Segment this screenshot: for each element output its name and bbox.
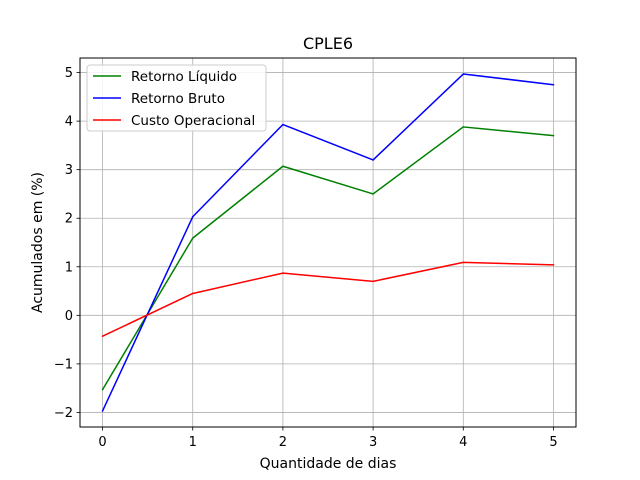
y-tick-label: −2 (54, 406, 73, 421)
axis-ticks: 0 1 2 3 4 5 −2 −1 0 1 2 3 4 5 (54, 66, 558, 450)
x-tick-label: 0 (98, 435, 106, 450)
data-point (191, 292, 194, 295)
y-axis-label: Acumulados em (%) (30, 172, 46, 313)
legend: Retorno Líquido Retorno Bruto Custo Operac… (86, 64, 267, 132)
plot-frame (79, 57, 577, 428)
y-tick-label: 3 (65, 163, 73, 178)
data-point (552, 83, 555, 86)
series-line-1 (101, 73, 554, 412)
data-point (191, 215, 194, 218)
x-tick-label: 5 (549, 435, 557, 450)
series-lines (101, 73, 555, 412)
data-point (191, 237, 194, 239)
data-point (462, 261, 465, 264)
y-tick-label: 1 (65, 260, 73, 275)
legend-label: Retorno Líquido (131, 69, 237, 85)
y-tick-label: 4 (65, 115, 73, 130)
data-point (552, 134, 555, 137)
data-point (101, 410, 104, 412)
data-point (462, 126, 465, 128)
data-point (282, 272, 284, 274)
y-tick-label: 0 (65, 309, 73, 324)
series-line-2 (102, 261, 554, 337)
data-point (462, 73, 465, 75)
x-tick-label: 1 (189, 435, 197, 450)
x-axis-label: Quantidade de dias (260, 456, 397, 472)
data-point (552, 264, 555, 266)
y-tick-label: 2 (65, 212, 73, 227)
legend-box (86, 64, 267, 132)
data-point (372, 193, 374, 195)
y-tick-label: −1 (54, 357, 73, 372)
data-point (282, 123, 284, 126)
series-line-0 (101, 126, 554, 390)
legend-label: Custo Operacional (131, 113, 255, 129)
x-tick-label: 4 (459, 435, 467, 450)
legend-label: Retorno Bruto (131, 91, 225, 107)
x-tick-label: 2 (279, 435, 287, 450)
y-tick-label: 5 (65, 66, 73, 81)
x-tick-label: 3 (369, 435, 377, 450)
data-point (372, 159, 374, 161)
data-point (372, 280, 374, 283)
data-point (282, 165, 284, 168)
grid (80, 58, 576, 427)
data-point (101, 388, 104, 391)
data-point (101, 335, 104, 338)
chart-title: CPLE6 (303, 34, 353, 53)
